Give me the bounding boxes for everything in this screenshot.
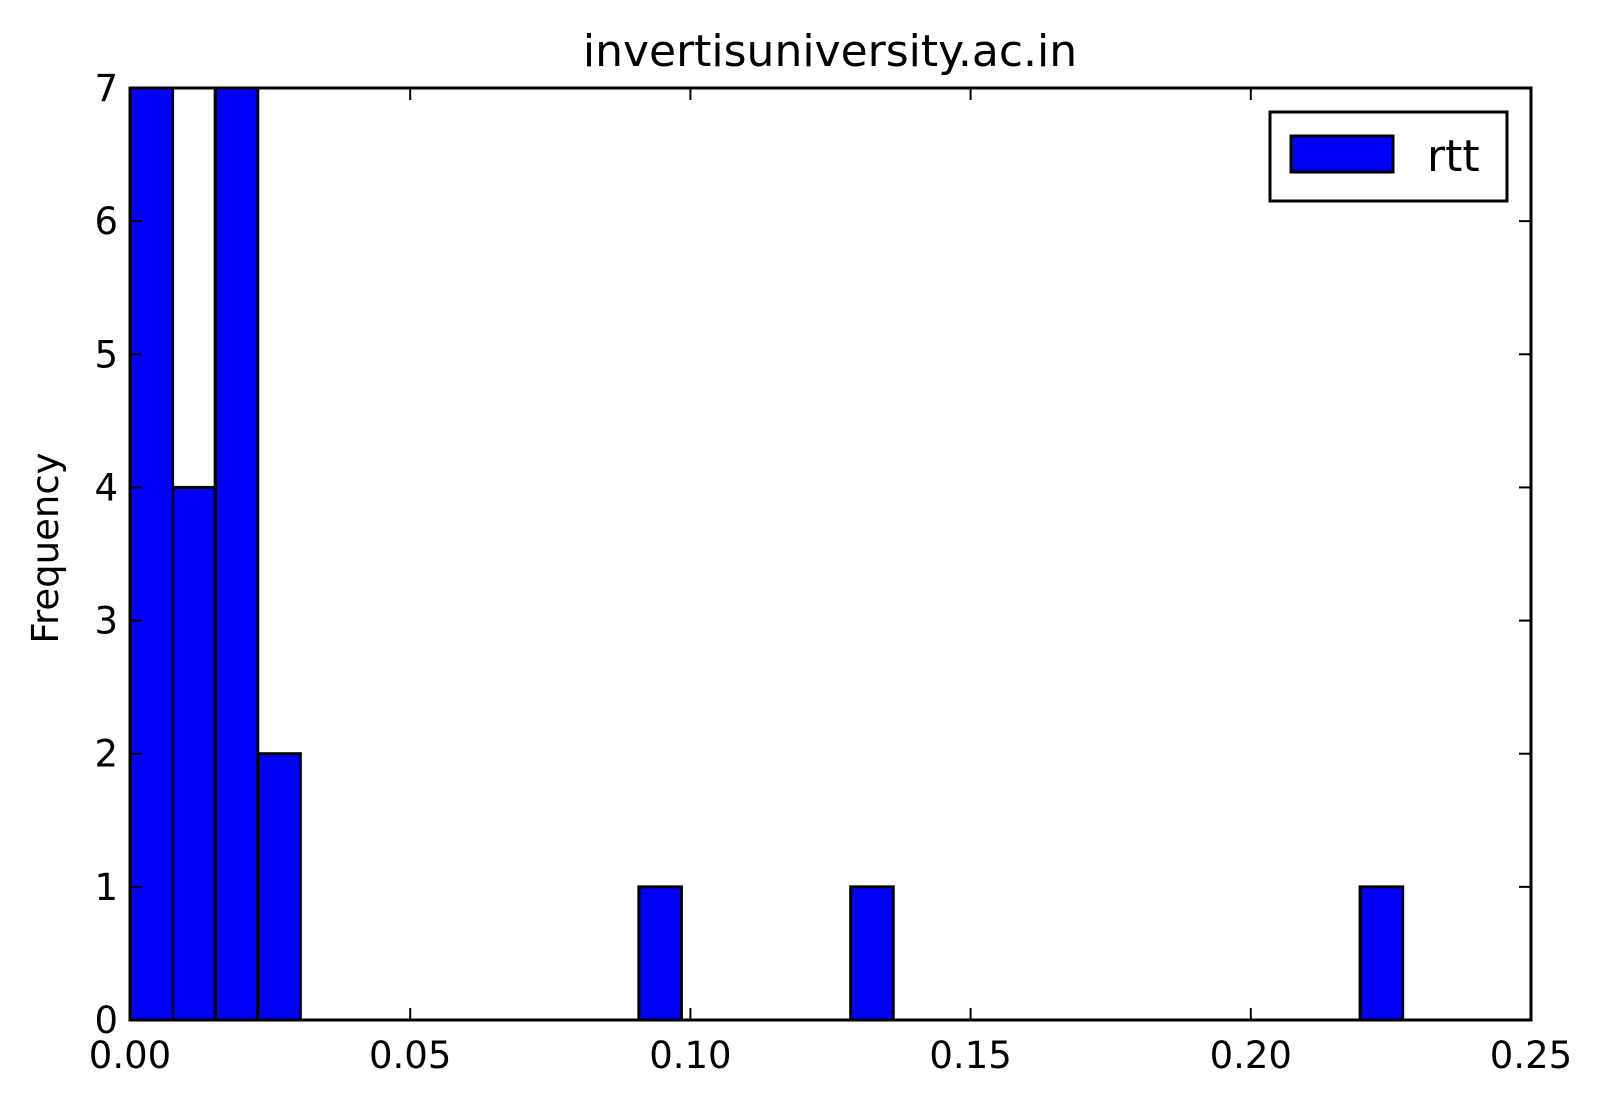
histogram-bar [171,485,217,1022]
y-tick-label: 5 [94,333,118,376]
y-tick-label: 3 [94,600,118,643]
x-tick-label: 0.25 [1490,1034,1572,1077]
y-axis-label: Frequency [24,452,67,643]
bars-layer [128,86,1405,1022]
histogram-bar [637,885,683,1022]
x-tick-label: 0.05 [369,1034,451,1077]
y-tick-label: 6 [94,200,118,243]
histogram-bar [1358,885,1405,1022]
legend-label-rtt: rtt [1427,131,1480,182]
y-tick-label: 2 [94,733,118,776]
chart-title: invertisuniversity.ac.in [583,26,1077,77]
legend-swatch [1289,134,1395,174]
y-tick-label: 4 [94,466,118,509]
x-tick-label: 0.15 [929,1034,1011,1077]
legend: rtt [1268,110,1509,203]
x-tick-label: 0.20 [1210,1034,1292,1077]
y-tick-label: 7 [94,67,118,110]
histogram-bar [256,752,302,1022]
x-tick-label: 0.00 [89,1034,171,1077]
histogram-bar [128,86,175,1022]
histogram-bar [213,86,260,1022]
x-tick-label: 0.10 [649,1034,731,1077]
ticks-layer: 0.00 0.05 0.10 0.15 0.20 0.25 0 1 2 3 4 5 6 7 [89,67,1572,1077]
y-tick-label: 1 [94,866,118,909]
histogram-bar [849,885,895,1022]
plot-frame [128,86,1533,1022]
y-tick-label: 0 [94,999,118,1042]
